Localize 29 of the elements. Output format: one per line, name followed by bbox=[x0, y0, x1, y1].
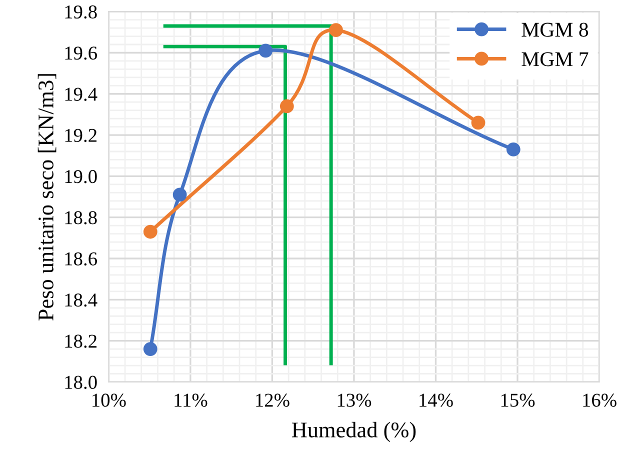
y-tick-label: 18.2 bbox=[65, 334, 96, 348]
y-tick-label: 18.8 bbox=[65, 211, 97, 224]
point bbox=[280, 99, 294, 114]
y-axis-title: Peso unitario seco [KN/m3] bbox=[38, 74, 56, 320]
point bbox=[258, 44, 273, 58]
x-axis-title: Humedad (%) bbox=[292, 422, 416, 442]
y-tick-label: 18.0 bbox=[65, 376, 97, 389]
x-tick-label: 10% bbox=[92, 394, 126, 407]
x-tick-label: 15% bbox=[501, 394, 535, 407]
y-tick-label: 19.6 bbox=[65, 46, 97, 60]
point bbox=[506, 142, 520, 156]
x-tick-label: 13% bbox=[338, 394, 372, 407]
point bbox=[143, 342, 158, 356]
point bbox=[329, 23, 343, 38]
y-tick-label: 19.8 bbox=[65, 5, 97, 19]
y-tick-label: 18.4 bbox=[65, 293, 98, 307]
x-tick-label: 12% bbox=[256, 394, 290, 407]
legend-label: MGM 7 bbox=[522, 52, 588, 66]
y-tick-label: 19.0 bbox=[65, 170, 97, 184]
x-tick-label: 11% bbox=[174, 394, 208, 407]
y-tick-label: 19.4 bbox=[65, 88, 98, 101]
point bbox=[471, 116, 486, 130]
legend-label: MGM 8 bbox=[522, 22, 588, 37]
y-tick-label: 19.2 bbox=[65, 128, 96, 142]
point bbox=[143, 224, 158, 239]
y-tick-label: 18.6 bbox=[65, 252, 97, 266]
x-tick-label: 14% bbox=[420, 394, 453, 407]
x-tick-label: 16% bbox=[583, 394, 616, 407]
point bbox=[172, 188, 187, 202]
